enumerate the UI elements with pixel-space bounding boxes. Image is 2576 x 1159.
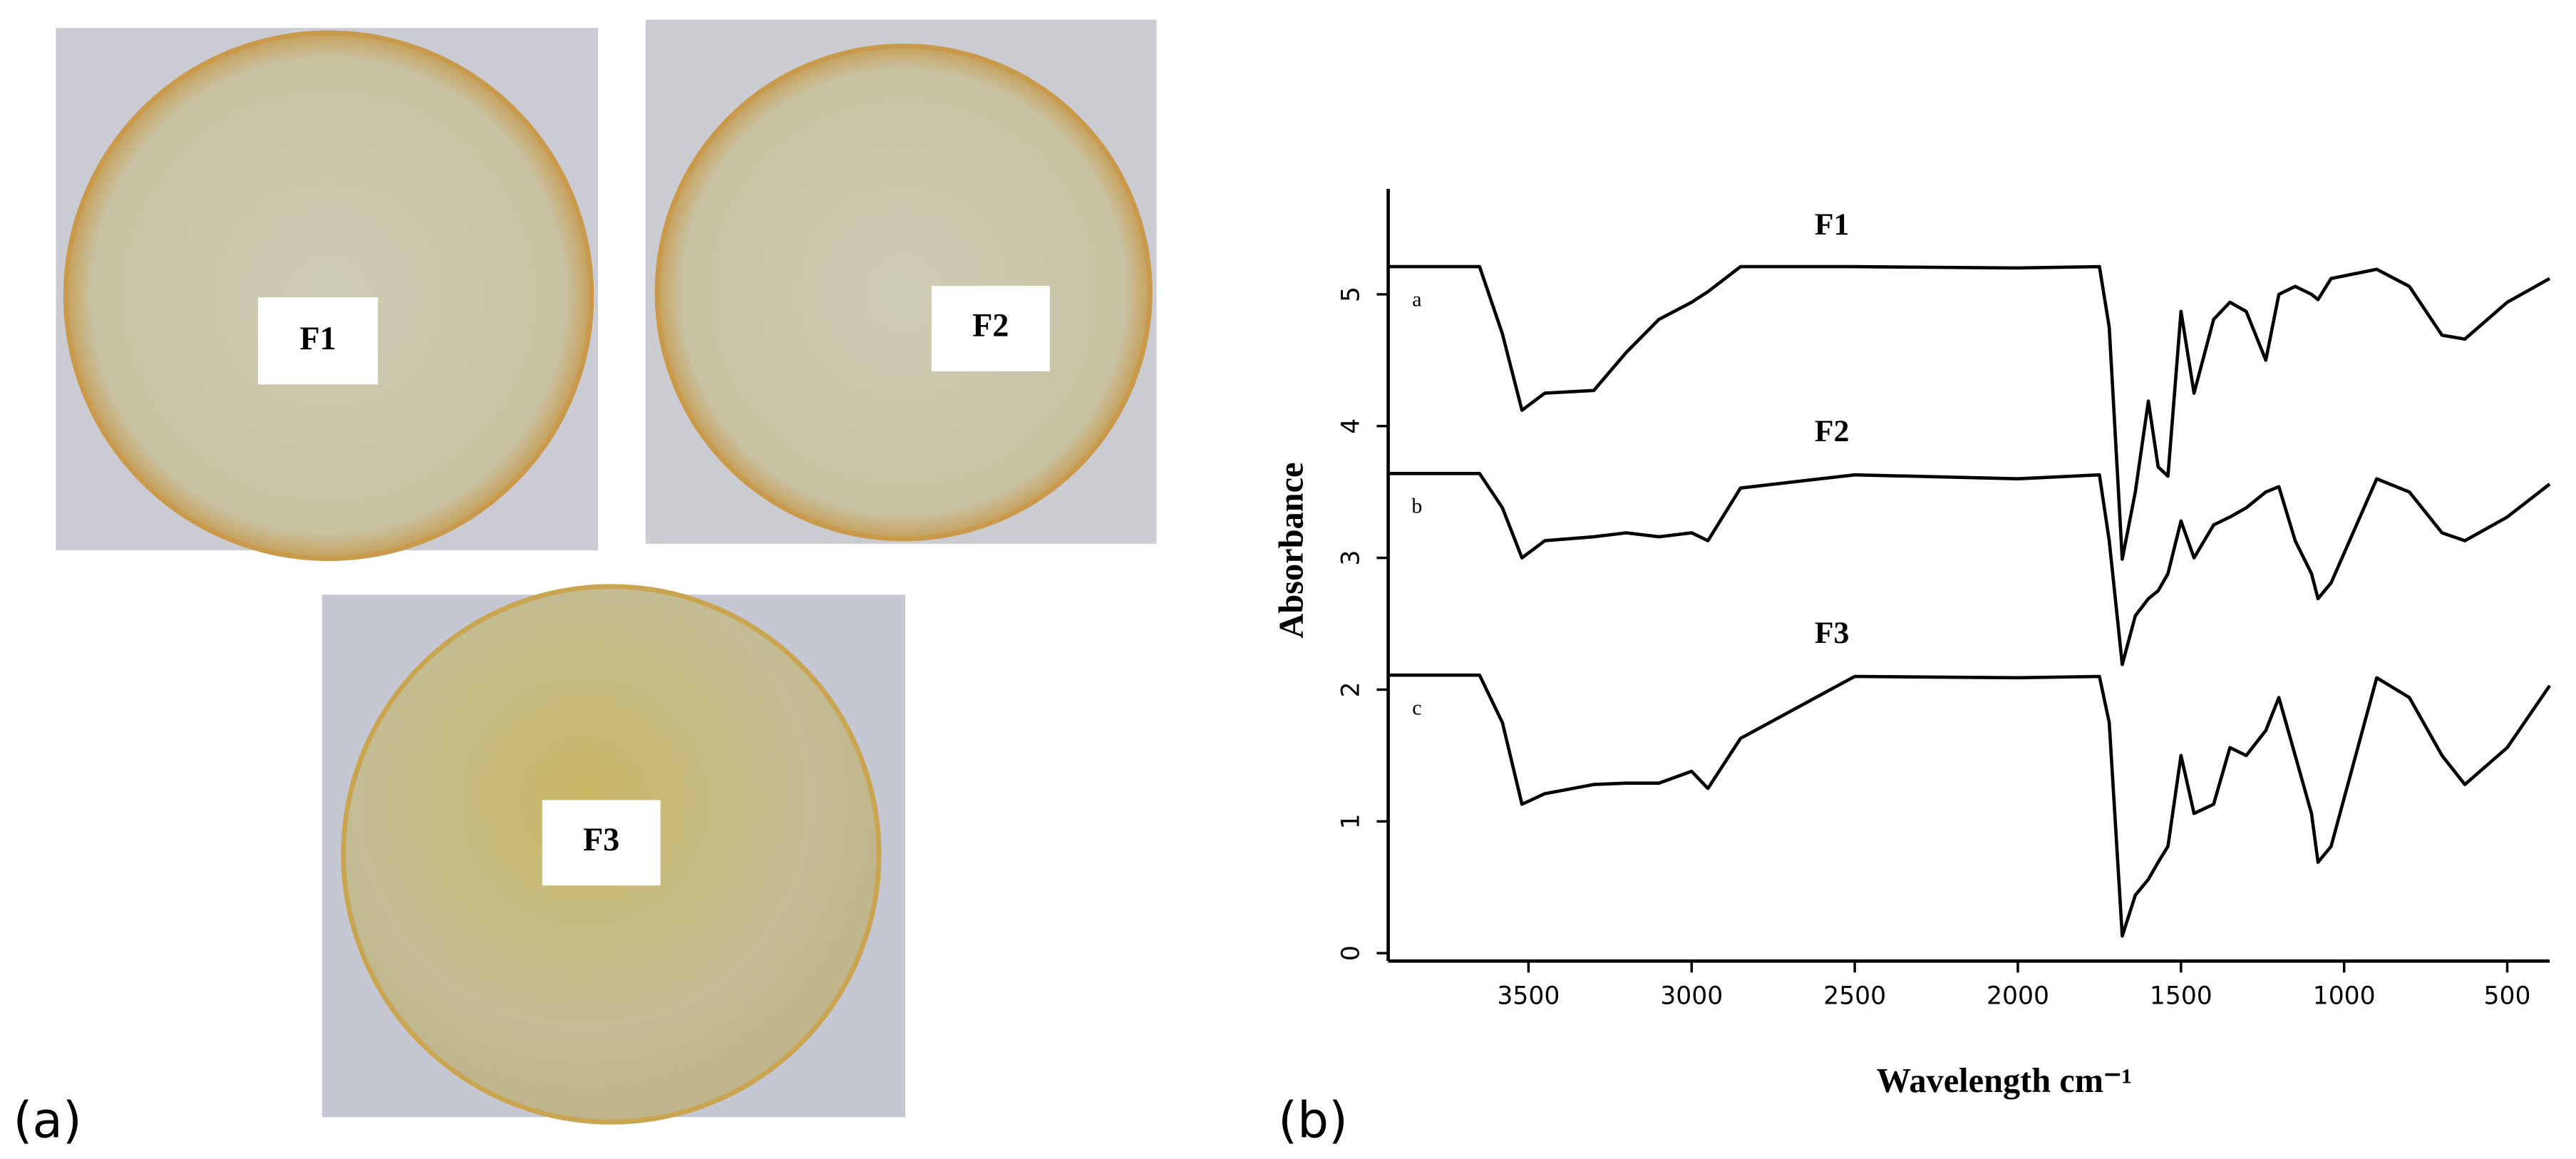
y-tick-label: 1: [1336, 813, 1365, 829]
x-tick-label: 3000: [1660, 982, 1723, 1010]
photo-1: F1: [56, 28, 599, 562]
y-axis-label: Absorbance: [1272, 462, 1310, 638]
x-tick-label: 2500: [1823, 982, 1886, 1010]
photo-label: F2: [972, 307, 1009, 344]
x-axis-label: Wavelength cm⁻¹: [1877, 1062, 2132, 1100]
x-tick-label: 3500: [1497, 982, 1560, 1010]
y-tick-label: 5: [1336, 287, 1365, 302]
x-tick-label: 2000: [1987, 982, 2049, 1010]
spectrum-line: [1388, 472, 2551, 666]
series-tag: a: [1412, 287, 1421, 311]
series-label: F2: [1815, 414, 1850, 448]
spectrum-line: [1388, 673, 2551, 938]
panel-label: (a): [14, 1092, 82, 1149]
series-label: F1: [1815, 207, 1850, 242]
y-tick-label: 0: [1336, 945, 1365, 961]
series-tag: c: [1412, 696, 1421, 719]
series-label: F3: [1815, 616, 1850, 650]
y-tick-label: 4: [1336, 418, 1365, 434]
photo-label: F1: [299, 320, 336, 356]
x-tick-label: 1000: [2313, 982, 2376, 1010]
x-tick-label: 1500: [2150, 982, 2212, 1010]
panel-label: (b): [1278, 1092, 1348, 1149]
y-tick-label: 2: [1336, 681, 1365, 697]
x-tick-label: 500: [2484, 982, 2531, 1010]
plot: 3500 3000 2500 2000 1500 1000 500 0 1 2 3 4 5 F1 a F2 b F…: [1336, 207, 2551, 1010]
series-tag: b: [1411, 495, 1422, 518]
photo-label: F3: [583, 821, 619, 857]
photo-2: F2: [645, 19, 1157, 544]
photo-3: F3: [321, 584, 905, 1125]
y-tick-label: 3: [1336, 550, 1365, 566]
spectrum-line: [1388, 264, 2551, 561]
